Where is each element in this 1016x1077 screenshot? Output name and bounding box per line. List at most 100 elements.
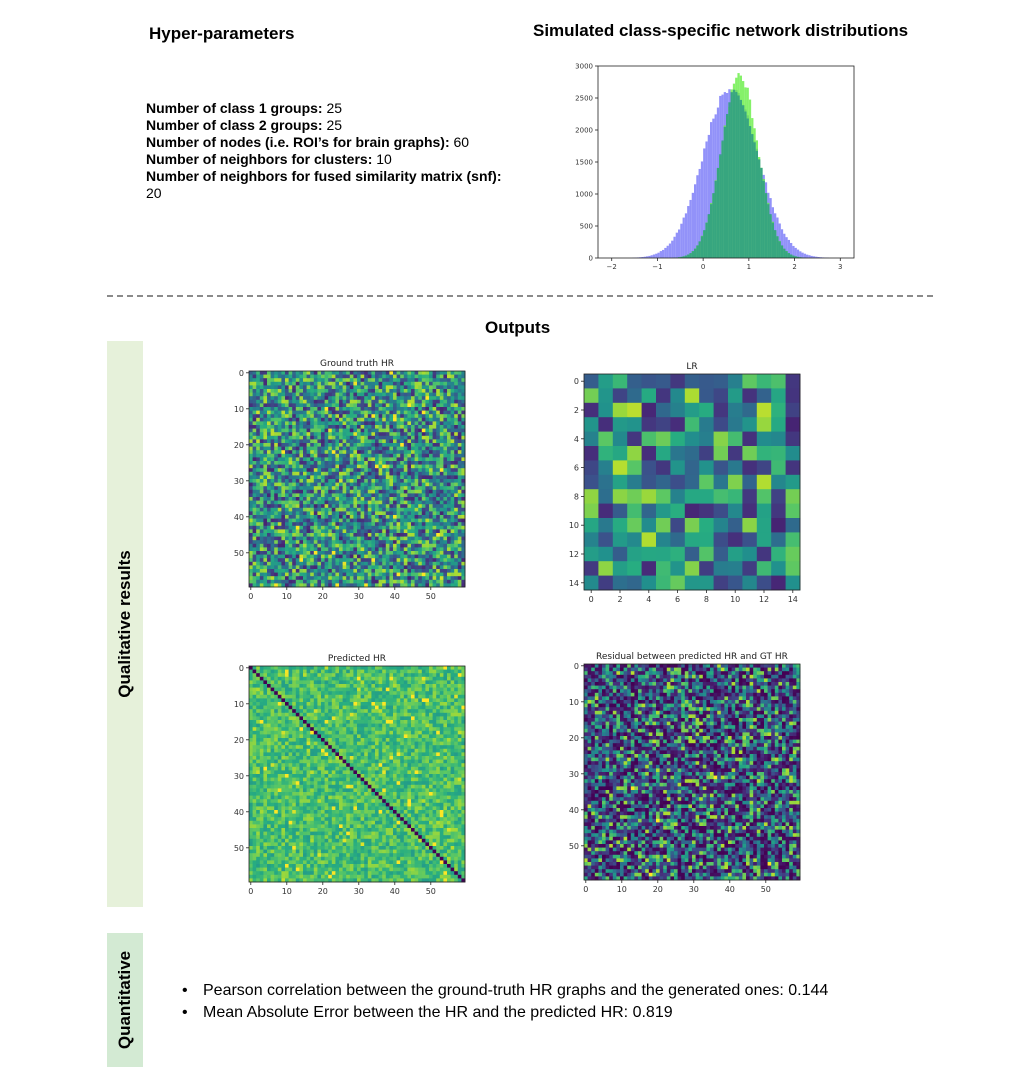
histogram-overlap-bar bbox=[760, 167, 763, 258]
histogram-overlap-bar bbox=[735, 92, 738, 258]
histogram-overlap-bar bbox=[716, 167, 720, 258]
x-tick-label: 1 bbox=[747, 263, 751, 271]
histogram-bar bbox=[648, 255, 651, 258]
y-tick-label: 10 bbox=[234, 700, 244, 709]
histogram-overlap-bar bbox=[714, 180, 717, 258]
y-tick-label: 50 bbox=[234, 549, 244, 558]
histogram-overlap-bar bbox=[767, 204, 770, 258]
y-tick-label: 14 bbox=[569, 579, 579, 588]
x-tick-label: 0 bbox=[589, 595, 594, 604]
hp-item: Number of nodes (i.e. ROI’s for brain gr… bbox=[146, 134, 470, 150]
ground-truth-hr-heatmap: Ground truth HR 0 0 10 10 20 20 30 30 40 40 50 50 bbox=[234, 359, 466, 601]
histogram-bar bbox=[703, 148, 706, 258]
histogram-overlap-bar bbox=[700, 236, 704, 258]
x-tick-label: 30 bbox=[689, 885, 699, 894]
histogram-overlap-bar bbox=[774, 230, 777, 258]
x-tick-label: 14 bbox=[788, 595, 798, 604]
residual-heatmap: Residual between predicted HR and GT HR 0… bbox=[569, 652, 801, 894]
x-tick-label: 20 bbox=[653, 885, 663, 894]
histogram-overlap bbox=[673, 89, 806, 258]
y-tick-label: 1000 bbox=[575, 191, 593, 199]
x-tick-label: 2 bbox=[617, 595, 622, 604]
y-tick-label: 50 bbox=[569, 842, 579, 851]
histogram-bar bbox=[783, 233, 786, 258]
x-tick-label: 50 bbox=[426, 592, 436, 601]
histogram-overlap-bar bbox=[728, 102, 731, 258]
x-tick-label: 0 bbox=[248, 592, 253, 601]
histogram-overlap-bar bbox=[680, 256, 683, 258]
histogram-overlap-bar bbox=[796, 256, 800, 258]
hp-item: Number of class 1 groups: 25 bbox=[146, 100, 343, 116]
heatmap-frame bbox=[583, 373, 801, 591]
x-tick-label: 8 bbox=[704, 595, 709, 604]
histogram-overlap-bar bbox=[723, 126, 726, 258]
histogram-bar bbox=[792, 245, 795, 258]
y-tick-label: 30 bbox=[569, 770, 579, 779]
quantitative-item: Pearson correlation between the ground-t… bbox=[180, 980, 828, 1002]
histogram-bar bbox=[812, 256, 816, 258]
heatmap-frame bbox=[583, 663, 801, 881]
histogram-overlap-bar bbox=[739, 99, 742, 258]
histogram-bar bbox=[652, 254, 656, 258]
histogram-bar bbox=[650, 255, 653, 258]
x-tick-label: −2 bbox=[607, 263, 617, 271]
qualitative-band: Qualitative results bbox=[107, 341, 143, 907]
x-tick-label: 40 bbox=[390, 887, 400, 896]
histogram-overlap-bar bbox=[746, 118, 749, 258]
histogram-overlap-bar bbox=[712, 193, 715, 258]
histogram-overlap-bar bbox=[787, 253, 790, 258]
heatmap-frame bbox=[248, 665, 466, 883]
histogram-overlap-bar bbox=[751, 134, 754, 258]
y-tick-label: 4 bbox=[574, 435, 579, 444]
histogram-bar bbox=[787, 239, 790, 258]
x-tick-label: 30 bbox=[354, 887, 364, 896]
y-tick-label: 30 bbox=[234, 772, 244, 781]
y-tick-label: 40 bbox=[234, 513, 244, 522]
histogram-bar bbox=[641, 256, 644, 258]
histogram-bar bbox=[817, 257, 820, 258]
y-tick-label: 0 bbox=[589, 255, 593, 263]
histogram-overlap-bar bbox=[792, 255, 795, 258]
heatmap-title: LR bbox=[686, 362, 697, 372]
hyper-parameters-title: Hyper-parameters bbox=[149, 24, 295, 43]
y-tick-label: 6 bbox=[574, 464, 579, 473]
y-tick-label: 0 bbox=[239, 369, 244, 378]
y-tick-label: 0 bbox=[574, 377, 579, 386]
histogram-bars bbox=[632, 73, 829, 259]
lr-heatmap: LR 0 0 2 2 4 4 6 6 8 8 10 10 12 12 14 14 bbox=[569, 362, 801, 604]
histogram-bar bbox=[815, 256, 818, 258]
histogram-bar bbox=[680, 223, 683, 258]
histogram-bar bbox=[796, 249, 800, 258]
y-tick-label: 20 bbox=[569, 734, 579, 743]
hp-item: Number of neighbors for clusters: 10 bbox=[146, 151, 392, 167]
histogram-overlap-bar bbox=[753, 142, 756, 258]
histogram-overlap-bar bbox=[790, 254, 793, 258]
histogram-bar bbox=[689, 199, 692, 258]
x-tick-label: 10 bbox=[730, 595, 740, 604]
y-tick-label: 2500 bbox=[575, 95, 593, 103]
histogram-bar bbox=[806, 254, 809, 258]
y-tick-label: 12 bbox=[569, 550, 579, 559]
heatmap-cells bbox=[584, 664, 801, 881]
histogram-bar bbox=[673, 236, 676, 258]
hyper-parameter-list: Number of class 1 groups: 25 Number of c… bbox=[146, 100, 502, 202]
x-tick-label: 40 bbox=[390, 592, 400, 601]
histogram-overlap-bar bbox=[710, 204, 713, 258]
histogram-bar bbox=[657, 252, 660, 258]
heatmap-frame bbox=[248, 370, 466, 588]
x-tick-label: 10 bbox=[617, 885, 627, 894]
y-tick-label: 40 bbox=[569, 806, 579, 815]
histogram-bar bbox=[712, 118, 715, 258]
x-tick-label: 12 bbox=[759, 595, 769, 604]
x-tick-label: 0 bbox=[583, 885, 588, 894]
histogram-overlap-bar bbox=[737, 95, 740, 258]
histogram-bar bbox=[810, 255, 813, 258]
x-tick-label: 0 bbox=[248, 887, 253, 896]
distribution-histogram: −2 −1 0 1 2 3 0 500 1000 1500 2000 2500 3000 bbox=[575, 63, 855, 271]
y-tick-label: 30 bbox=[234, 477, 244, 486]
histogram-overlap-bar bbox=[758, 159, 761, 258]
hp-item: Number of class 2 groups: 25 bbox=[146, 117, 343, 133]
histogram-overlap-bar bbox=[687, 254, 690, 258]
histogram-bar bbox=[675, 232, 678, 258]
histogram-bar bbox=[687, 206, 690, 258]
